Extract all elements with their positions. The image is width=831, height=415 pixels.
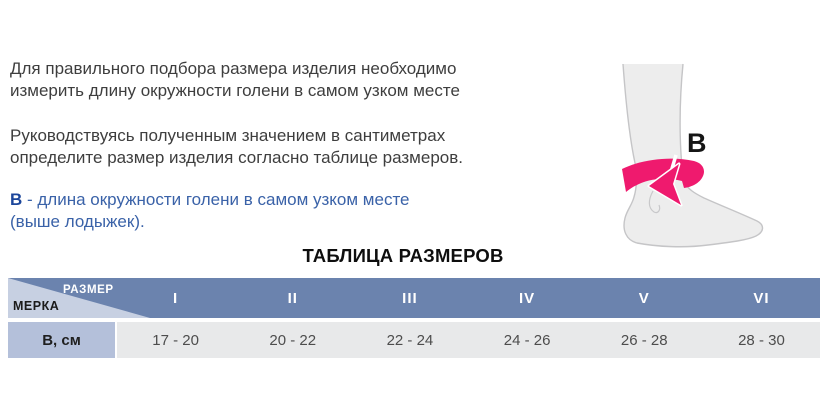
intro-paragraph-2-line-1: Руководствуясь полученным значением в са… (10, 126, 446, 145)
ankle-detail-line (648, 190, 661, 214)
value-size-1: 17 - 20 (152, 331, 199, 349)
header-col-1: I (173, 289, 179, 307)
ankle-measure-illustration (622, 63, 764, 248)
value-size-2: 20 - 22 (269, 331, 317, 349)
row-values: 17 - 20 20 - 22 22 - 24 24 - 26 26 - 28 … (117, 322, 820, 358)
measure-legend-marker: В (10, 190, 23, 209)
header-col-6: VI (753, 289, 770, 307)
figure-label-b: В (687, 128, 707, 158)
size-table: РАЗМЕР МЕРКА I II III IV V VI В, см 17 -… (8, 278, 820, 358)
header-columns: I II III IV V VI (117, 278, 820, 318)
header-corner-cell: РАЗМЕР МЕРКА (8, 278, 150, 318)
size-table-title: ТАБЛИЦА РАЗМЕРОВ (302, 245, 504, 266)
measure-legend-text: - длина окружности голени в самом узком … (22, 190, 410, 209)
size-table-header: РАЗМЕР МЕРКА I II III IV V VI (8, 278, 820, 318)
intro-paragraph-1-line-2: измерить длину окружности голени в самом… (10, 81, 460, 100)
header-corner-size-label: РАЗМЕР (63, 284, 114, 296)
header-corner-measure-label: МЕРКА (13, 299, 60, 313)
header-col-3: III (402, 289, 418, 307)
measure-legend-line-2: (выше лодыжек). (10, 212, 145, 231)
value-size-3: 22 - 24 (386, 331, 434, 349)
row-label-b-cm: В, см (8, 322, 115, 358)
table-row: В, см 17 - 20 20 - 22 22 - 24 24 - 26 26… (8, 322, 820, 358)
intro-paragraph-2-line-2: определите размер изделия согласно табли… (10, 148, 463, 167)
value-size-6: 28 - 30 (738, 331, 785, 349)
value-size-5: 26 - 28 (620, 331, 668, 349)
measure-arrow-icon (647, 162, 683, 207)
intro-paragraph-1-line-1: Для правильного подбора размера изделия … (10, 59, 457, 78)
header-col-4: IV (519, 289, 536, 307)
header-col-2: II (287, 289, 298, 307)
header-col-5: V (638, 289, 650, 307)
measure-legend-line-1: В - длина окружности голени в самом узко… (10, 189, 410, 211)
value-size-4: 24 - 26 (503, 331, 551, 349)
